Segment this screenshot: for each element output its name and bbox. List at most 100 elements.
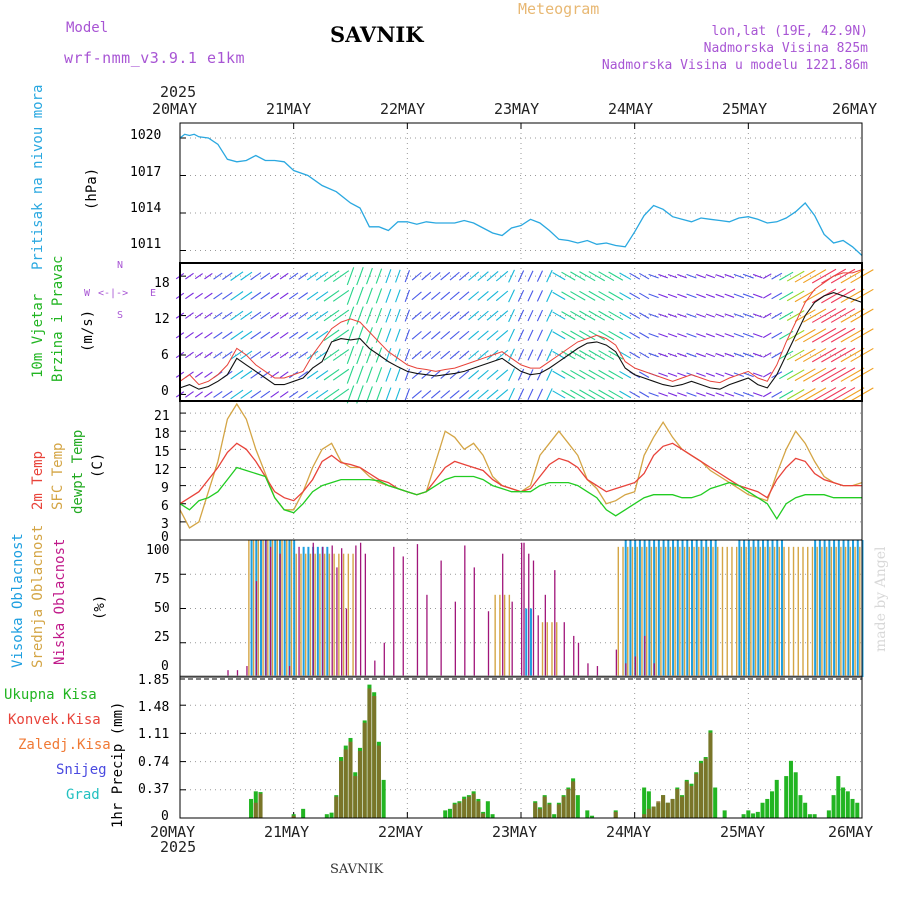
wind-arrow [677,273,687,279]
high-cloud-bar [676,540,679,677]
mid-cloud-bar [556,622,558,677]
wind-arrow [536,309,544,322]
wind-arrow [762,312,772,319]
wind-arrow [508,368,515,382]
wind-arrow [260,272,271,280]
convective-rain-bar [556,804,561,818]
model-elevation-label: Nadmorska Visina u modelu 1221.86m [601,58,868,73]
wind-arrow [323,290,340,302]
high-cloud-bar [302,546,305,677]
wind-arrow [648,392,659,397]
wind-arrow [185,292,194,300]
wind-arrow [346,365,355,384]
wind-arrow [508,289,515,303]
cloud-ytick: 25 [154,630,170,645]
wind-arrow [667,392,678,397]
wind-arrow [508,387,515,401]
wind-arrow [786,349,805,361]
low-cloud-bar [426,594,428,677]
convective-rain-bar [258,793,263,818]
wind-arrow [830,268,856,284]
wind-arrow [546,348,553,362]
total-rain-bar [845,791,850,818]
wind-arrow [289,312,299,320]
wind-arrow [356,345,364,365]
wind-arrow [561,271,576,281]
wind-arrow [366,307,373,324]
wind-arrow [840,268,865,284]
wind-arrow [561,291,576,301]
low-cloud-bar [511,601,513,677]
wind-arrow [811,327,837,343]
wind-arrow [830,308,856,323]
wind-gust-line [179,269,863,386]
wind-arrow [830,327,856,343]
low-cloud-bar [502,553,504,677]
model-label: Model [66,20,109,36]
wind-arrow [495,349,509,361]
wind-arrow [185,351,194,359]
high-cloud-bar [837,540,840,677]
wind-arrow [375,367,383,383]
wind-arrow [185,312,194,319]
low-cloud-bar [322,546,324,677]
wind-arrow [270,331,280,339]
mid-cloud-bar [854,546,856,677]
low-cloud-bar [464,545,466,677]
convective-rain-bar [694,773,699,818]
bottom-tick-label: 22MAY [378,823,424,841]
total-rain-bar [642,787,647,818]
wind-arrow [715,333,725,338]
high-cloud-bar [766,540,769,677]
wind-arrow [638,331,650,339]
wind-arrow [638,292,650,300]
wind-arrow [250,311,262,320]
bottom-tick-label: 26MAY [828,823,874,841]
wind-arrow [204,391,213,398]
wind-arrow [411,271,422,281]
wind-arrow [332,270,350,283]
wind-arrow [323,309,340,322]
wind-arrow [779,370,794,380]
mid-cloud-bar [664,546,667,677]
wind-arrow [395,387,401,401]
convective-rain-bar [376,745,381,818]
wind-arrow [696,273,706,279]
mid-cloud-bar [262,540,264,677]
wind-arrow [486,389,499,400]
total-rain-bar [646,791,651,818]
compass-west: W [84,288,91,299]
wind-arrow [638,371,650,379]
wind-arrow [667,372,678,377]
convective-rain-bar [537,808,542,818]
wind-arrow [579,310,596,321]
wind-arrow [771,272,783,280]
wind-arrow [411,370,422,380]
wind-arrow [570,310,586,321]
wind-arrow [686,313,697,318]
mid-cloud-bar [835,546,837,677]
mid-cloud-bar [849,546,852,677]
wind-arrow [449,291,460,301]
wind-arrow [477,369,489,380]
mid-cloud-bar [627,546,629,677]
wind-arrow [724,293,735,299]
wind-arrow [733,273,745,279]
wind-arrow [213,292,223,300]
wind-arrow [579,389,596,400]
high-cloud-bar [757,540,760,677]
wind-arrow [517,388,525,401]
mid-cloud-bar [499,594,501,677]
wind-arrow [185,331,194,339]
top-tick-label: 24MAY [608,100,654,118]
wind-arrow [404,329,410,342]
low-cloud-bar [644,635,646,677]
wind-arrow [608,350,624,360]
wind-arrow [411,390,422,399]
wind-arrow [803,308,827,323]
wind-arrow [289,331,299,339]
wind-arrow [724,372,735,377]
wind-arrow [786,389,805,400]
cloud-ytick: 100 [146,543,170,558]
wind-arrow [430,311,441,320]
